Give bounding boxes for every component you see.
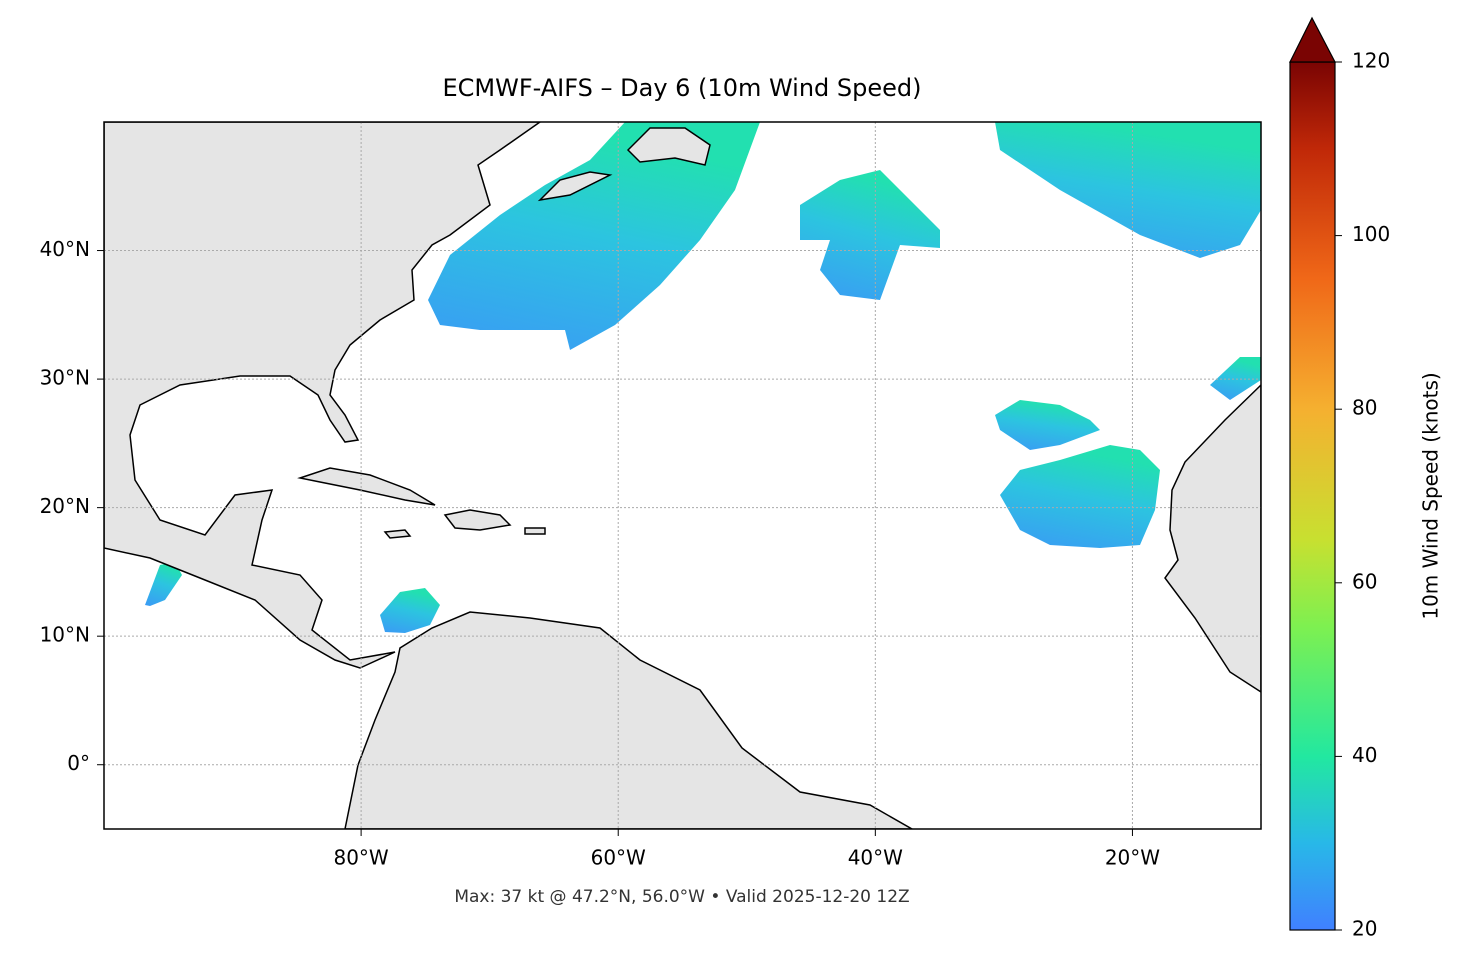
colorbar-tick-label: 100: [1352, 222, 1390, 246]
wind-area: [428, 122, 760, 350]
grid: [104, 122, 1261, 829]
y-tick-label: 0°: [67, 751, 90, 775]
x-tick-label: 80°W: [333, 846, 388, 870]
wind-field: [145, 122, 1261, 633]
puerto-rico: [524, 527, 546, 535]
x-tick-label: 20°W: [1105, 846, 1160, 870]
map-area: [104, 122, 1261, 829]
wind-area: [380, 588, 440, 633]
south-america: [344, 611, 914, 829]
wind-area: [995, 122, 1261, 258]
colorbar-extension: [1289, 16, 1336, 63]
wind-area: [1210, 357, 1261, 400]
wind-area: [800, 170, 940, 300]
africa: [1164, 383, 1261, 693]
colorbar: [1289, 61, 1336, 931]
wind-area: [995, 400, 1100, 450]
cuba: [297, 467, 436, 506]
north-america: [104, 122, 542, 669]
colorbar-tick-label: 40: [1352, 743, 1377, 767]
colorbar-tick-label: 120: [1352, 49, 1390, 73]
y-tick-label: 30°N: [40, 366, 90, 390]
plot-frame: [103, 121, 1262, 830]
wind-area: [1000, 445, 1160, 548]
newfoundland: [626, 127, 711, 166]
colorbar-tick-label: 20: [1352, 917, 1377, 941]
footnote: Max: 37 kt @ 47.2°N, 56.0°W • Valid 2025…: [454, 887, 909, 907]
colorbar-label: 10m Wind Speed (knots): [1419, 372, 1443, 619]
colorbar-tick-label: 80: [1352, 396, 1377, 420]
x-tick-label: 60°W: [591, 846, 646, 870]
y-tick-label: 40°N: [40, 237, 90, 261]
colorbar-tick-label: 60: [1352, 569, 1377, 593]
land: [104, 122, 1261, 829]
y-tick-label: 20°N: [40, 494, 90, 518]
x-tick-label: 40°W: [848, 846, 903, 870]
y-tick-label: 10°N: [40, 623, 90, 647]
nova-scotia: [537, 171, 613, 202]
chart-title: ECMWF-AIFS – Day 6 (10m Wind Speed): [442, 74, 921, 102]
jamaica: [383, 529, 412, 539]
wind-area: [145, 562, 182, 606]
hispaniola: [443, 509, 512, 531]
